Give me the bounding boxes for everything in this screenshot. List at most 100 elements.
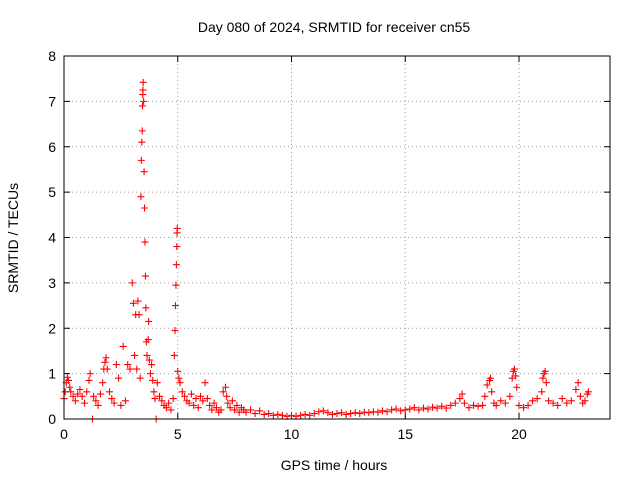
data-point — [145, 317, 153, 325]
data-point — [142, 304, 150, 312]
data-point — [278, 411, 286, 419]
data-point — [306, 411, 314, 419]
data-point — [235, 408, 243, 416]
data-point — [185, 399, 193, 407]
data-point — [212, 404, 220, 412]
data-point — [110, 399, 118, 407]
y-tick-label: 0 — [48, 411, 56, 427]
data-point — [558, 395, 566, 403]
data-point — [158, 397, 166, 405]
x-tick-label: 15 — [397, 426, 413, 442]
data-point — [167, 406, 175, 414]
data-point — [126, 365, 134, 373]
data-point — [78, 392, 86, 400]
data-point — [265, 410, 273, 418]
data-point — [474, 402, 482, 410]
y-tick-label: 1 — [48, 366, 56, 382]
data-point — [429, 403, 437, 411]
data-point — [365, 409, 373, 417]
data-point — [103, 365, 111, 373]
data-point — [260, 410, 268, 418]
data-point — [576, 392, 584, 400]
x-axis-label: GPS time / hours — [281, 457, 388, 473]
x-tick-label: 10 — [284, 426, 300, 442]
data-point — [224, 399, 232, 407]
data-point — [533, 395, 541, 403]
data-point — [465, 404, 473, 412]
data-point — [99, 379, 107, 387]
data-point — [92, 397, 100, 405]
data-point — [173, 243, 181, 251]
data-point — [146, 370, 154, 378]
data-point — [74, 390, 82, 398]
axis-ticks: 0 5 10 15 20 0 1 2 3 4 5 6 7 8 — [48, 48, 610, 442]
y-tick-label: 3 — [48, 275, 56, 291]
data-point — [141, 204, 149, 212]
data-point — [392, 405, 400, 413]
data-point — [138, 138, 146, 146]
data-point — [328, 410, 336, 418]
data-point — [135, 311, 143, 319]
data-point — [438, 402, 446, 410]
data-point — [66, 383, 74, 391]
data-point — [96, 390, 104, 398]
data-point — [288, 411, 295, 419]
data-point — [156, 392, 164, 400]
y-tick-label: 8 — [48, 48, 56, 64]
data-point — [181, 392, 189, 400]
data-point — [223, 392, 231, 400]
data-point — [172, 281, 180, 289]
data-point — [338, 409, 346, 417]
data-point — [134, 297, 142, 305]
data-point — [86, 370, 94, 378]
data-point — [172, 261, 180, 269]
data-point — [247, 406, 255, 414]
data-point — [383, 408, 391, 416]
data-point — [529, 397, 537, 405]
data-point — [233, 401, 241, 409]
data-point — [131, 351, 139, 359]
data-point — [501, 399, 509, 407]
data-point — [506, 392, 514, 400]
data-point — [139, 78, 147, 86]
data-point — [415, 406, 423, 414]
data-point — [274, 410, 282, 418]
data-point — [222, 383, 230, 391]
data-point — [94, 401, 102, 409]
data-point — [119, 342, 127, 350]
data-point — [242, 408, 250, 416]
data-point — [419, 404, 427, 412]
data-point — [515, 401, 523, 409]
data-point — [584, 388, 592, 396]
data-point — [199, 397, 207, 405]
data-point — [487, 374, 495, 382]
data-point — [458, 390, 466, 398]
data-point — [128, 279, 136, 287]
data-point — [140, 97, 148, 105]
data-point — [228, 397, 236, 405]
data-point — [141, 272, 149, 280]
data-point — [153, 379, 161, 387]
data-point — [210, 399, 218, 407]
data-point — [67, 388, 75, 396]
data-point — [479, 401, 487, 409]
data-point — [524, 401, 532, 409]
data-point — [269, 411, 277, 419]
data-point — [256, 407, 264, 415]
x-tick-label: 20 — [511, 426, 527, 442]
data-point — [144, 336, 152, 344]
data-point — [145, 356, 153, 364]
data-point — [150, 388, 158, 396]
data-point — [206, 401, 214, 409]
y-axis-label: SRMTID / TECUs — [5, 183, 21, 293]
data-point — [165, 399, 173, 407]
data-point — [171, 327, 179, 335]
data-point — [173, 224, 181, 232]
data-point — [301, 410, 309, 418]
data-point — [333, 410, 341, 418]
data-point — [342, 410, 350, 418]
data-point — [137, 193, 145, 201]
data-point — [549, 399, 557, 407]
data-point — [203, 395, 211, 403]
